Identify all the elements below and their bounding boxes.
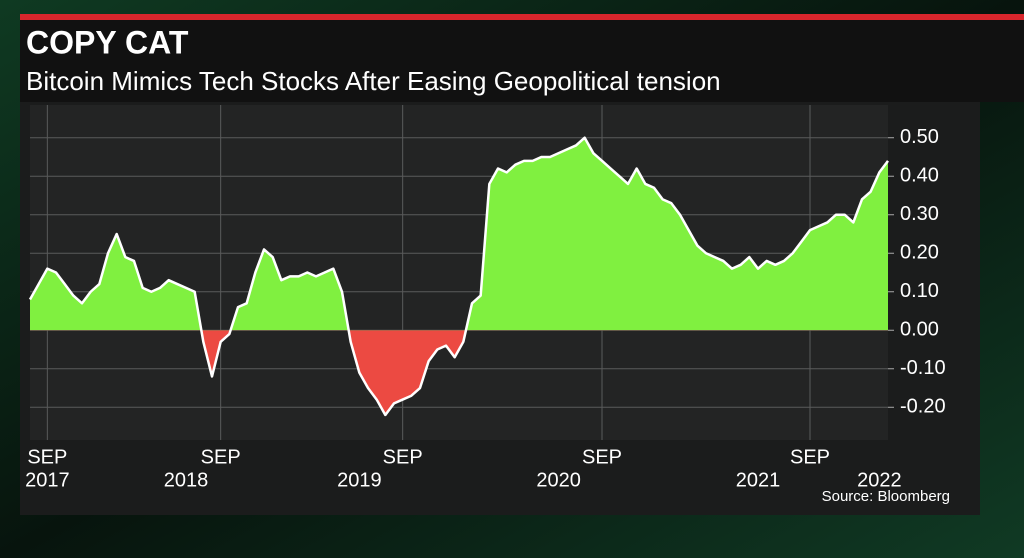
y-tick-label: 0.10 [900,280,939,302]
y-tick-label: 0.30 [900,203,939,225]
y-tick-label: 0.50 [900,126,939,148]
x-tick-label: 2018 [164,469,209,491]
x-tick-label: SEP [27,446,67,468]
line [28,136,889,417]
header-bar [20,14,1024,20]
chart-subtitle: Bitcoin Mimics Tech Stocks After Easing … [26,66,721,96]
x-tick-label: 2022 [857,469,902,491]
x-tick-label: SEP [201,446,241,468]
header-panel [20,20,1024,102]
x-tick-label: 2020 [536,469,581,491]
x-tick-label: 2017 [25,469,70,491]
source: Source: Bloomberg [822,488,950,505]
y-tick-label: -0.20 [900,396,946,418]
chart-title: COPY CAT [26,24,189,60]
x-tick-label: 2019 [337,469,382,491]
area-positive [30,137,888,331]
x-tick-label: 2021 [736,469,781,491]
y-tick-label: -0.10 [900,357,946,379]
y-tick-label: 0.40 [900,165,939,187]
x-tick-label: SEP [790,446,830,468]
y-tick-label: 0.20 [900,242,939,264]
x-tick-label: SEP [582,446,622,468]
y-tick-label: 0.00 [900,319,939,341]
x-tick-label: SEP [383,446,423,468]
